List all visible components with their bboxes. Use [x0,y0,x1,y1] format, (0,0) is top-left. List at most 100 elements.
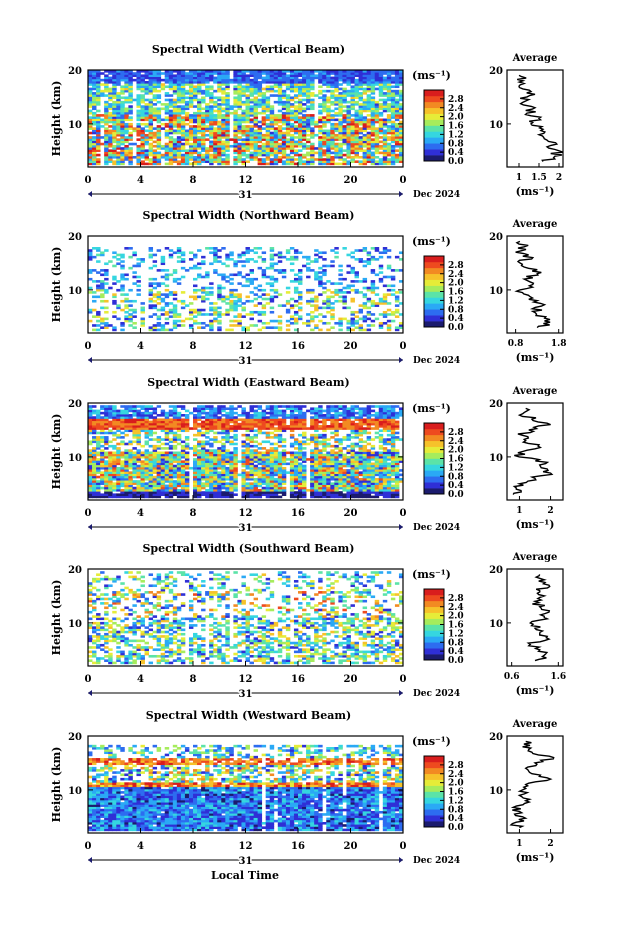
heatmap-cell [298,302,303,305]
heatmap-cell [96,486,101,490]
heatmap-cell [108,142,113,146]
heatmap-cell [382,72,388,75]
heatmap-cell [370,319,376,323]
heatmap-cell [249,475,254,479]
heatmap-cell [285,144,291,148]
heatmap-cell [233,158,238,161]
heatmap-cell [225,122,230,126]
heatmap-cell [233,304,238,307]
heatmap-cell [338,321,343,325]
heatmap-cells [88,247,404,332]
heatmap-cell [273,131,279,135]
heatmap-cell [273,153,279,157]
heatmap-cell [277,94,283,97]
heatmap-cell [116,147,121,150]
heatmap-cell [362,473,368,477]
heatmap-cell [322,133,327,137]
heatmap-cell [112,293,117,296]
heatmap-cell [318,277,323,281]
heatmap-cell [362,109,368,113]
heatmap-cell [334,491,339,494]
heatmap-cell [306,105,311,108]
heatmap-cell [108,160,113,163]
heatmap-cell [285,140,291,144]
heatmap-cell [394,125,400,128]
heatmap-cell [140,302,145,305]
heatmap-cell [92,149,97,152]
heatmap-cell [366,313,372,316]
heatmap-cell [197,100,202,104]
heatmap-cell [277,321,283,325]
heatmap-cell [382,482,388,485]
heatmap-cell [298,160,303,163]
heatmap-cell [88,144,93,148]
heatmap-cell [245,251,250,255]
heatmap-cell [172,92,178,95]
heatmap-cell [358,81,364,84]
heatmap-cell [124,116,129,119]
heatmap-cell [160,324,166,327]
heatmap-cell [225,491,230,494]
heatmap-cell [378,251,384,255]
heatmap-cell [237,153,242,157]
heatmap-cell [249,313,254,316]
heatmap-cell [229,111,234,115]
heatmap-cell [209,153,214,157]
heatmap-cell [326,120,331,124]
heatmap-cell [193,319,198,323]
heatmap-cell [100,317,105,321]
heatmap-cell [180,122,186,126]
heatmap-cell [188,324,194,327]
heatmap-cell [322,116,327,119]
heatmap-cell [394,482,400,485]
heatmap-cell [358,120,364,124]
heatmap-cell [281,100,287,104]
heatmap-cell [293,291,299,294]
heatmap-cell [277,293,283,296]
heatmap-cell [96,475,101,479]
heatmap-cell [277,480,283,483]
heatmap-cell [160,475,166,479]
heatmap-cell [201,486,206,490]
heatmap-cell [241,72,246,75]
heatmap-cell [253,78,259,82]
heatmap-cell [156,291,162,294]
heatmap-cell [180,266,186,270]
heatmap-cell [277,255,283,259]
heatmap-cell [124,109,129,113]
heatmap-cell [100,288,105,292]
heatmap-cell [108,116,113,119]
heatmap-cell [152,462,158,466]
heatmap-cell [120,116,125,119]
heatmap-cell [394,304,400,307]
heatmap-cell [281,78,287,82]
heatmap-cell [322,482,327,485]
heatmap-cell [172,125,178,128]
heatmap-cell [112,162,117,166]
heatmap-cell [277,475,283,479]
heatmap-cell [180,83,186,86]
heatmap-cell [334,251,339,255]
heatmap-cell [378,125,384,128]
heatmap-cell [201,83,206,86]
heatmap-cell [164,488,170,492]
heatmap-cell [318,469,323,472]
heatmap-cell [88,118,93,122]
heatmap-cell [273,484,279,488]
heatmap-cell [358,495,364,499]
heatmap-cell [116,83,121,86]
heatmap-cell [197,326,202,329]
heatmap-cell [362,70,368,73]
heatmap-cell [269,310,275,314]
heatmap-cell [176,81,182,84]
heatmap-cell [120,114,125,117]
heatmap-cell [390,122,396,126]
heatmap-cell [213,140,218,144]
heatmap-cell [136,473,141,477]
heatmap-cell [140,155,145,159]
heatmap-cell [104,87,109,91]
heatmap-cell [257,127,263,130]
heatmap-cell [108,131,113,135]
heatmap-cell [164,136,170,139]
heatmap-cell [164,284,170,288]
